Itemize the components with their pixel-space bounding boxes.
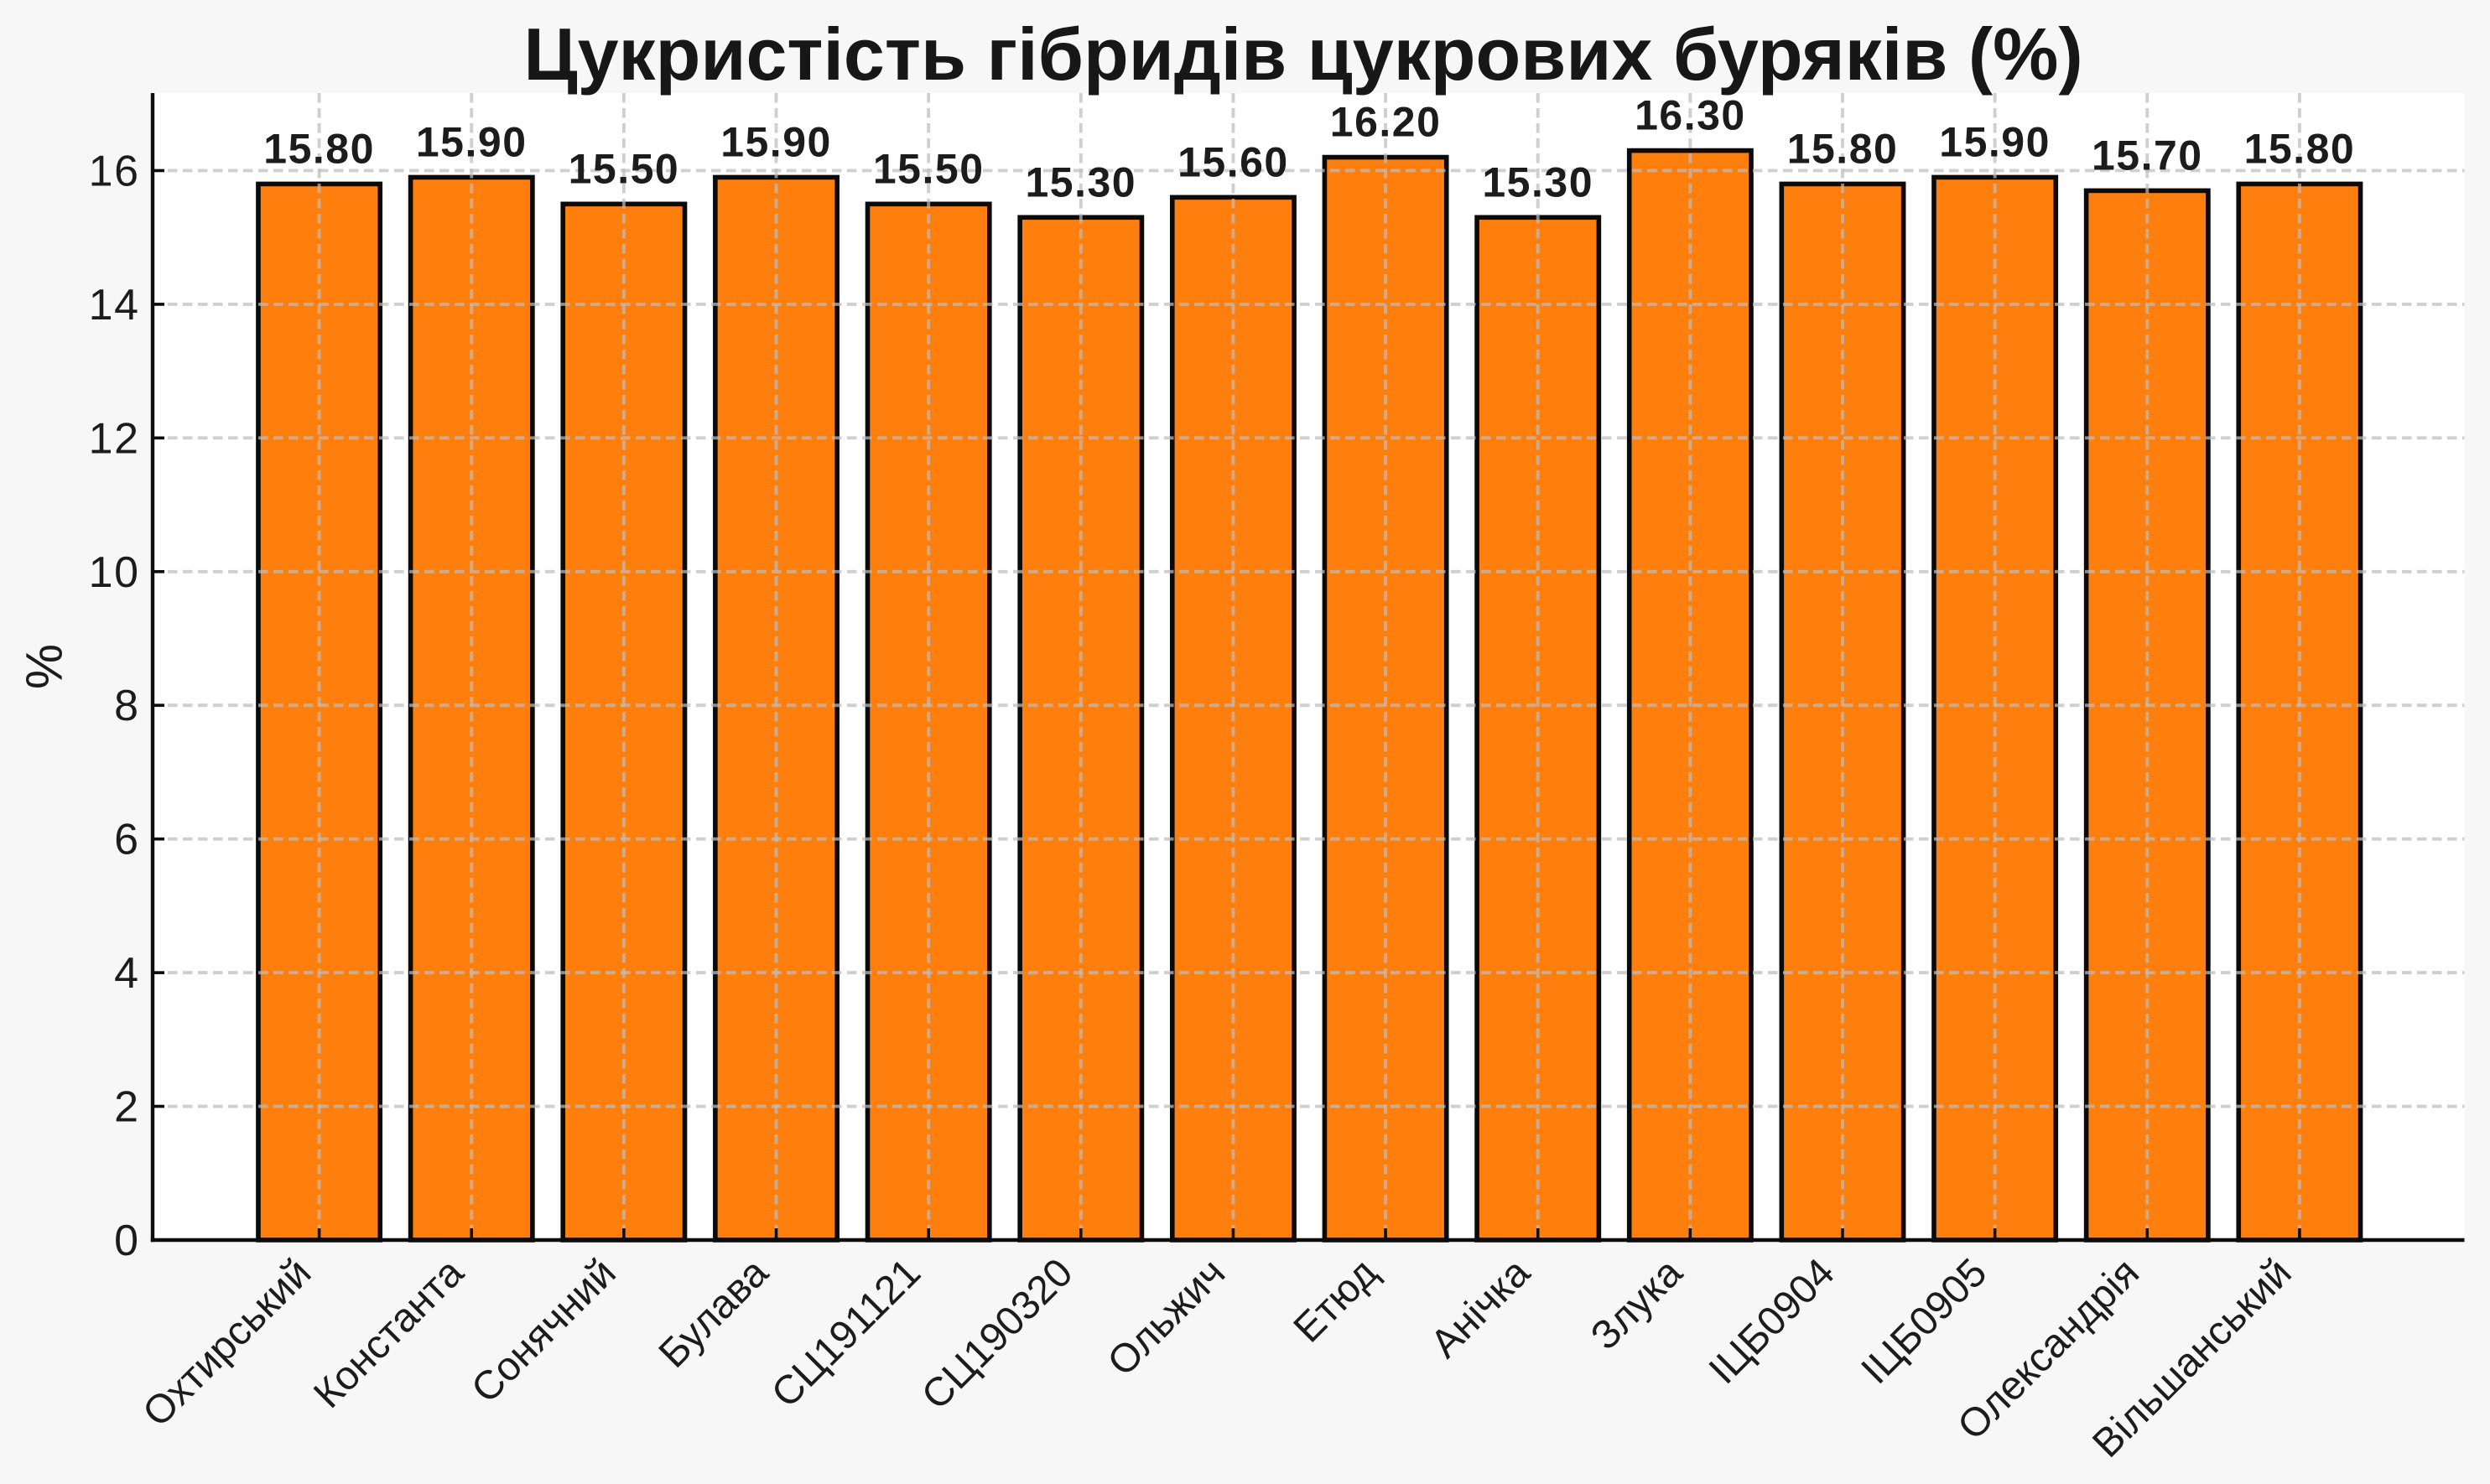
svg-text:14: 14 [89, 281, 140, 329]
svg-text:8: 8 [114, 682, 139, 730]
svg-text:15.90: 15.90 [720, 119, 832, 166]
svg-text:Цукристість гібридів цукрових: Цукристість гібридів цукрових буряків (%… [523, 13, 2082, 96]
svg-text:6: 6 [114, 816, 139, 864]
svg-text:15.80: 15.80 [2244, 125, 2356, 172]
svg-text:15.90: 15.90 [1939, 119, 2051, 166]
svg-text:12: 12 [89, 414, 140, 463]
svg-text:15.30: 15.30 [1025, 158, 1136, 205]
svg-text:15.30: 15.30 [1482, 158, 1593, 205]
svg-text:0: 0 [114, 1217, 139, 1265]
svg-text:16.30: 16.30 [1635, 92, 1746, 139]
svg-text:15.50: 15.50 [569, 145, 680, 192]
svg-text:16: 16 [89, 148, 140, 196]
svg-text:4: 4 [114, 949, 139, 998]
svg-text:15.80: 15.80 [1787, 125, 1899, 172]
svg-text:15.70: 15.70 [2092, 132, 2203, 179]
svg-text:15.80: 15.80 [263, 125, 375, 172]
svg-text:15.90: 15.90 [416, 119, 528, 166]
svg-text:10: 10 [89, 548, 140, 597]
svg-text:%: % [16, 644, 73, 689]
svg-text:2: 2 [114, 1083, 139, 1132]
svg-text:15.60: 15.60 [1177, 138, 1289, 185]
svg-text:16.20: 16.20 [1330, 99, 1442, 146]
svg-text:15.50: 15.50 [873, 145, 985, 192]
